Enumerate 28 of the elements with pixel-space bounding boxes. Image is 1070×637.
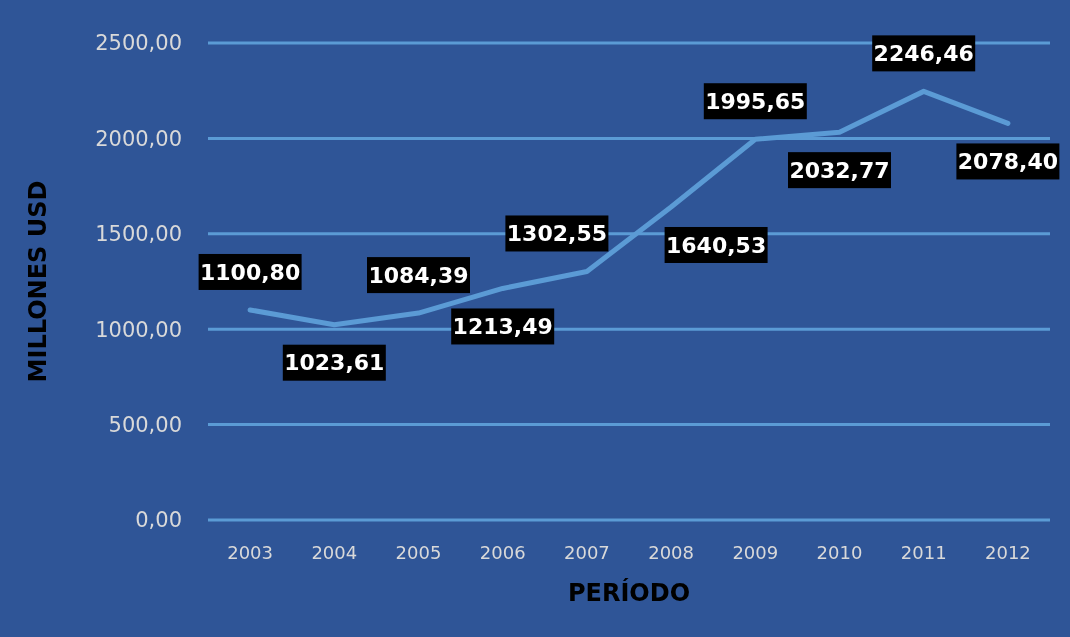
x-tick-label: 2010 — [816, 542, 863, 564]
data-label: 1023,61 — [284, 350, 385, 376]
x-tick-label: 2006 — [479, 542, 526, 564]
y-tick-label: 500,00 — [108, 412, 182, 437]
x-tick-label: 2009 — [732, 542, 779, 564]
x-tick-label: 2008 — [648, 542, 695, 564]
data-label: 1100,80 — [200, 259, 301, 285]
y-tick-label: 2000,00 — [95, 126, 182, 151]
data-label: 1995,65 — [705, 88, 806, 114]
y-tick-label: 1000,00 — [95, 317, 182, 342]
data-label: 2032,77 — [789, 157, 890, 183]
y-tick-label: 2500,00 — [95, 31, 182, 56]
x-tick-label: 2004 — [311, 542, 358, 564]
x-tick-label: 2012 — [984, 542, 1031, 564]
x-tick-label: 2007 — [563, 542, 610, 564]
data-label: 2246,46 — [873, 41, 974, 67]
x-tick-label: 2011 — [900, 542, 947, 564]
x-tick-label: 2003 — [227, 542, 274, 564]
x-axis-title: PERÍODO — [567, 578, 691, 608]
y-tick-label: 1500,00 — [95, 222, 182, 247]
data-label: 1640,53 — [666, 232, 767, 258]
y-axis-title: MILLONES USD — [24, 180, 53, 383]
data-label: 1084,39 — [368, 262, 469, 288]
x-tick-label: 2005 — [395, 542, 442, 564]
y-tick-label: 0,00 — [135, 508, 182, 533]
data-label: 2078,40 — [957, 149, 1058, 175]
data-label: 1302,55 — [506, 221, 607, 247]
data-label: 1213,49 — [452, 314, 553, 340]
